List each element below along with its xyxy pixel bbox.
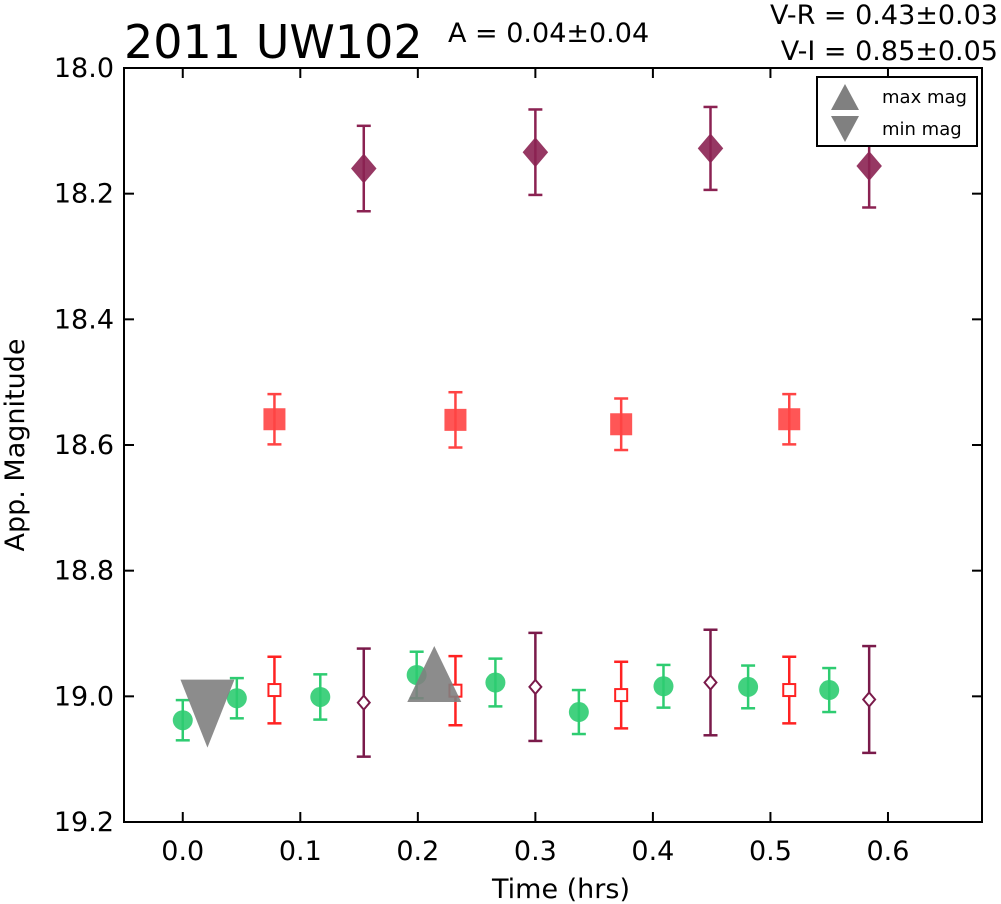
data-point-circle — [738, 676, 759, 697]
y-tick-label: 18.8 — [54, 556, 114, 587]
data-point-open-square — [782, 683, 797, 698]
x-tick-label: 0.0 — [161, 836, 204, 867]
x-tick-label: 0.5 — [749, 836, 792, 867]
data-point-square — [444, 408, 467, 431]
data-point-circle — [226, 688, 247, 709]
y-tick-label: 18.4 — [54, 304, 114, 335]
data-point-square — [778, 408, 801, 431]
data-point-diamond — [856, 151, 882, 182]
series-5 — [407, 646, 462, 703]
x-axis-label: Time (hrs) — [491, 874, 630, 904]
chart-title: 2011 UW102 — [124, 15, 423, 69]
legend-max-mag-label: max mag — [882, 87, 967, 108]
max-mag-marker — [407, 646, 462, 703]
y-tick-label: 18.6 — [54, 430, 114, 461]
x-tick-label: 0.6 — [866, 836, 909, 867]
series-0 — [172, 650, 840, 742]
series-2 — [351, 105, 882, 213]
data-point-circle — [653, 676, 674, 697]
data-point-open-square — [267, 683, 282, 698]
data-point-circle — [310, 686, 331, 707]
legend-max-mag-marker — [831, 84, 859, 110]
data-point-diamond — [351, 153, 377, 184]
series-layer — [172, 105, 882, 758]
plot-frame — [123, 67, 983, 823]
series-6 — [180, 679, 235, 748]
data-point-open-diamond — [528, 678, 543, 696]
ticks-layer: 0.0 0.1 0.2 0.3 0.4 0.5 0.6 18.0 18.2 18.4 18.6 18.… — [54, 53, 982, 867]
x-tick-label: 0.1 — [279, 836, 322, 867]
data-point-square — [610, 413, 633, 436]
x-tick-label: 0.3 — [514, 836, 557, 867]
data-point-circle — [819, 680, 840, 701]
vi-annotation: V-I = 0.85±0.05 — [781, 36, 998, 67]
y-tick-label: 19.2 — [54, 807, 114, 838]
legend-min-mag-marker — [831, 116, 859, 142]
data-point-circle — [172, 710, 193, 731]
series-3 — [267, 654, 797, 730]
series-1 — [263, 390, 801, 452]
y-tick-label: 19.0 — [54, 681, 114, 712]
data-point-open-square — [614, 688, 629, 703]
data-point-circle — [485, 672, 506, 693]
y-tick-label: 18.2 — [54, 179, 114, 210]
x-tick-label: 0.4 — [631, 836, 674, 867]
y-axis-label: App. Magnitude — [0, 339, 31, 552]
data-point-open-diamond — [703, 673, 718, 692]
data-point-open-diamond — [356, 694, 372, 712]
data-point-diamond — [697, 133, 724, 164]
x-tick-label: 0.2 — [396, 836, 439, 867]
data-point-diamond — [522, 137, 549, 168]
data-point-open-diamond — [861, 690, 877, 709]
data-point-square — [263, 408, 286, 431]
vr-annotation: V-R = 0.43±0.03 — [770, 0, 998, 31]
legend-min-mag-label: min mag — [882, 119, 962, 140]
min-mag-marker — [180, 679, 235, 748]
data-point-circle — [568, 702, 589, 723]
y-tick-label: 18.0 — [54, 53, 114, 84]
legend: max mag min mag — [816, 76, 978, 147]
amplitude-annotation: A = 0.04±0.04 — [448, 18, 649, 49]
series-4 — [356, 628, 877, 758]
